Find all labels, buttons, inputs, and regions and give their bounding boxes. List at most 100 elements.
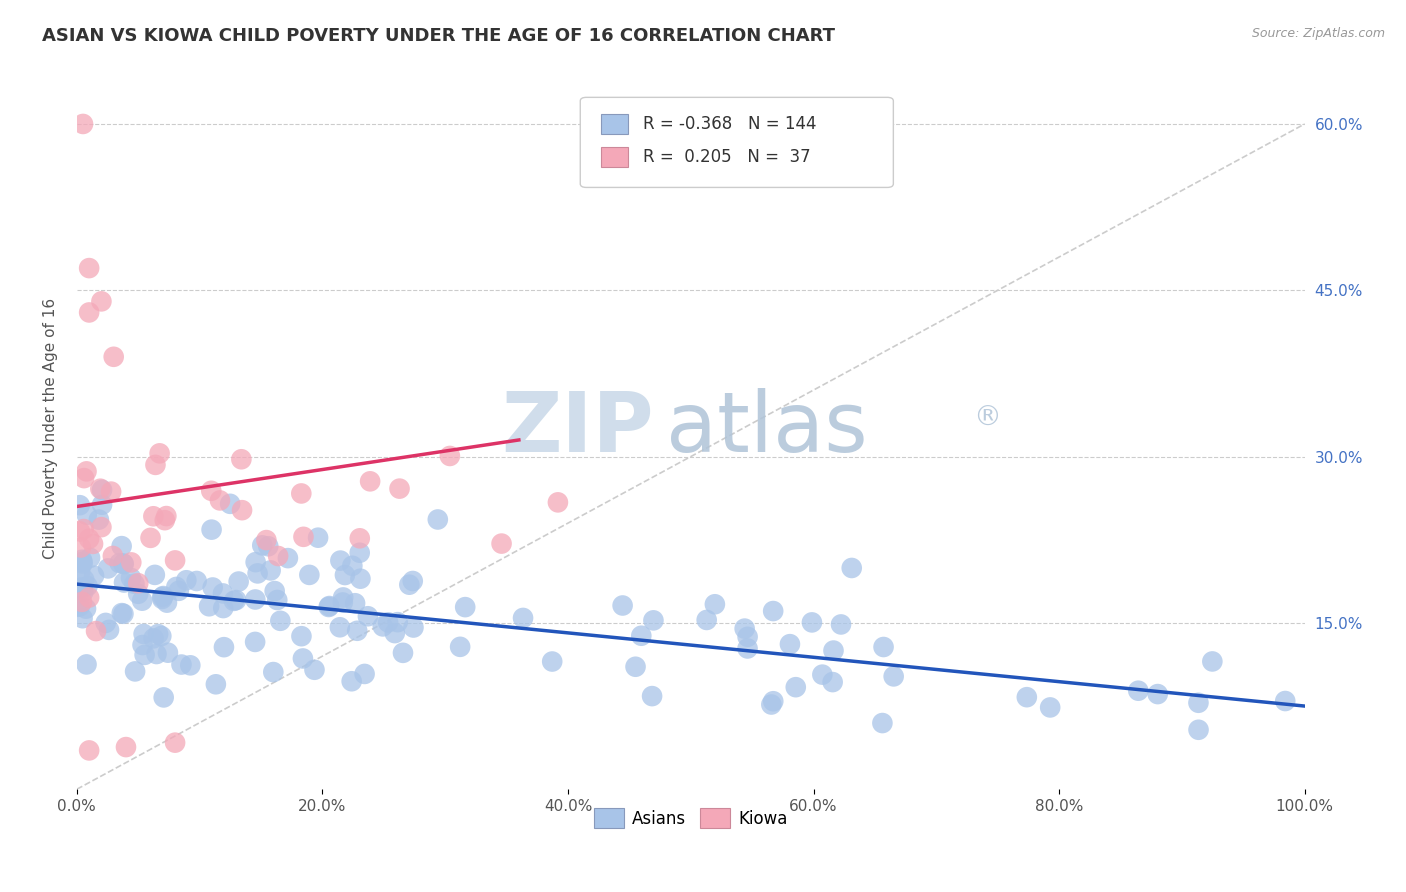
- Point: [269, 614, 291, 628]
- Point: [703, 597, 725, 611]
- Point: [332, 591, 354, 605]
- Point: [73, 471, 96, 485]
- Point: [357, 609, 380, 624]
- Point: [384, 626, 406, 640]
- Point: [541, 655, 564, 669]
- Point: [872, 716, 894, 731]
- Point: [124, 576, 146, 591]
- Point: [823, 643, 845, 657]
- Point: [124, 665, 146, 679]
- Point: [1201, 655, 1223, 669]
- Legend: Asians, Kiowa: Asians, Kiowa: [588, 801, 794, 835]
- Point: [150, 591, 173, 606]
- Point: [208, 493, 231, 508]
- Point: [212, 586, 235, 600]
- Point: [91, 498, 114, 512]
- Point: [69, 541, 91, 555]
- Point: [77, 591, 100, 605]
- Point: [70, 553, 93, 567]
- Point: [146, 627, 169, 641]
- Point: [349, 572, 371, 586]
- Point: [201, 581, 224, 595]
- Point: [131, 638, 153, 652]
- Point: [359, 475, 381, 489]
- Point: [112, 575, 135, 590]
- Point: [73, 522, 96, 536]
- Point: [170, 657, 193, 672]
- Point: [77, 532, 100, 546]
- Point: [696, 613, 718, 627]
- Point: [318, 599, 340, 613]
- Point: [156, 596, 179, 610]
- Point: [387, 615, 409, 629]
- Point: [333, 568, 356, 582]
- Point: [398, 578, 420, 592]
- Point: [426, 512, 449, 526]
- Point: [186, 574, 208, 588]
- Point: [69, 498, 91, 512]
- Point: [841, 561, 863, 575]
- Point: [1128, 683, 1150, 698]
- Point: [115, 740, 138, 755]
- Point: [821, 675, 844, 690]
- Point: [200, 523, 222, 537]
- Point: [91, 483, 114, 497]
- Point: [349, 531, 371, 545]
- Point: [79, 550, 101, 565]
- Point: [100, 484, 122, 499]
- Point: [392, 646, 415, 660]
- Point: [344, 596, 367, 610]
- Point: [145, 647, 167, 661]
- Point: [290, 629, 312, 643]
- Point: [72, 585, 94, 599]
- Point: [108, 556, 131, 570]
- Point: [246, 566, 269, 581]
- Point: [111, 539, 134, 553]
- Point: [779, 637, 801, 651]
- Point: [72, 557, 94, 571]
- Point: [66, 599, 89, 614]
- Text: ZIP: ZIP: [502, 388, 654, 469]
- Point: [69, 565, 91, 579]
- Point: [145, 458, 167, 472]
- Point: [349, 546, 371, 560]
- Point: [737, 630, 759, 644]
- Point: [1274, 694, 1296, 708]
- Point: [87, 513, 110, 527]
- Point: [212, 640, 235, 655]
- Point: [318, 599, 340, 614]
- FancyBboxPatch shape: [581, 97, 893, 187]
- Point: [811, 667, 834, 681]
- Point: [120, 555, 142, 569]
- Point: [77, 743, 100, 757]
- Point: [90, 294, 112, 309]
- Point: [342, 558, 364, 573]
- Point: [762, 604, 785, 618]
- Point: [143, 567, 166, 582]
- Point: [212, 601, 235, 615]
- Point: [77, 261, 100, 276]
- Text: Source: ZipAtlas.com: Source: ZipAtlas.com: [1251, 27, 1385, 40]
- Point: [165, 553, 187, 567]
- Point: [245, 555, 267, 569]
- Point: [155, 509, 177, 524]
- Point: [83, 568, 105, 582]
- Point: [734, 622, 756, 636]
- Point: [176, 573, 198, 587]
- Point: [353, 667, 375, 681]
- Point: [1015, 690, 1038, 705]
- Point: [222, 594, 245, 608]
- Point: [112, 557, 135, 571]
- Point: [243, 635, 266, 649]
- Point: [112, 557, 135, 571]
- Point: [1187, 696, 1209, 710]
- Point: [643, 613, 665, 627]
- Point: [70, 581, 93, 595]
- Text: atlas: atlas: [666, 388, 868, 469]
- Point: [307, 531, 329, 545]
- Point: [785, 680, 807, 694]
- Point: [73, 573, 96, 587]
- Point: [388, 482, 411, 496]
- Text: R = -0.368   N = 144: R = -0.368 N = 144: [643, 115, 817, 133]
- Point: [290, 486, 312, 500]
